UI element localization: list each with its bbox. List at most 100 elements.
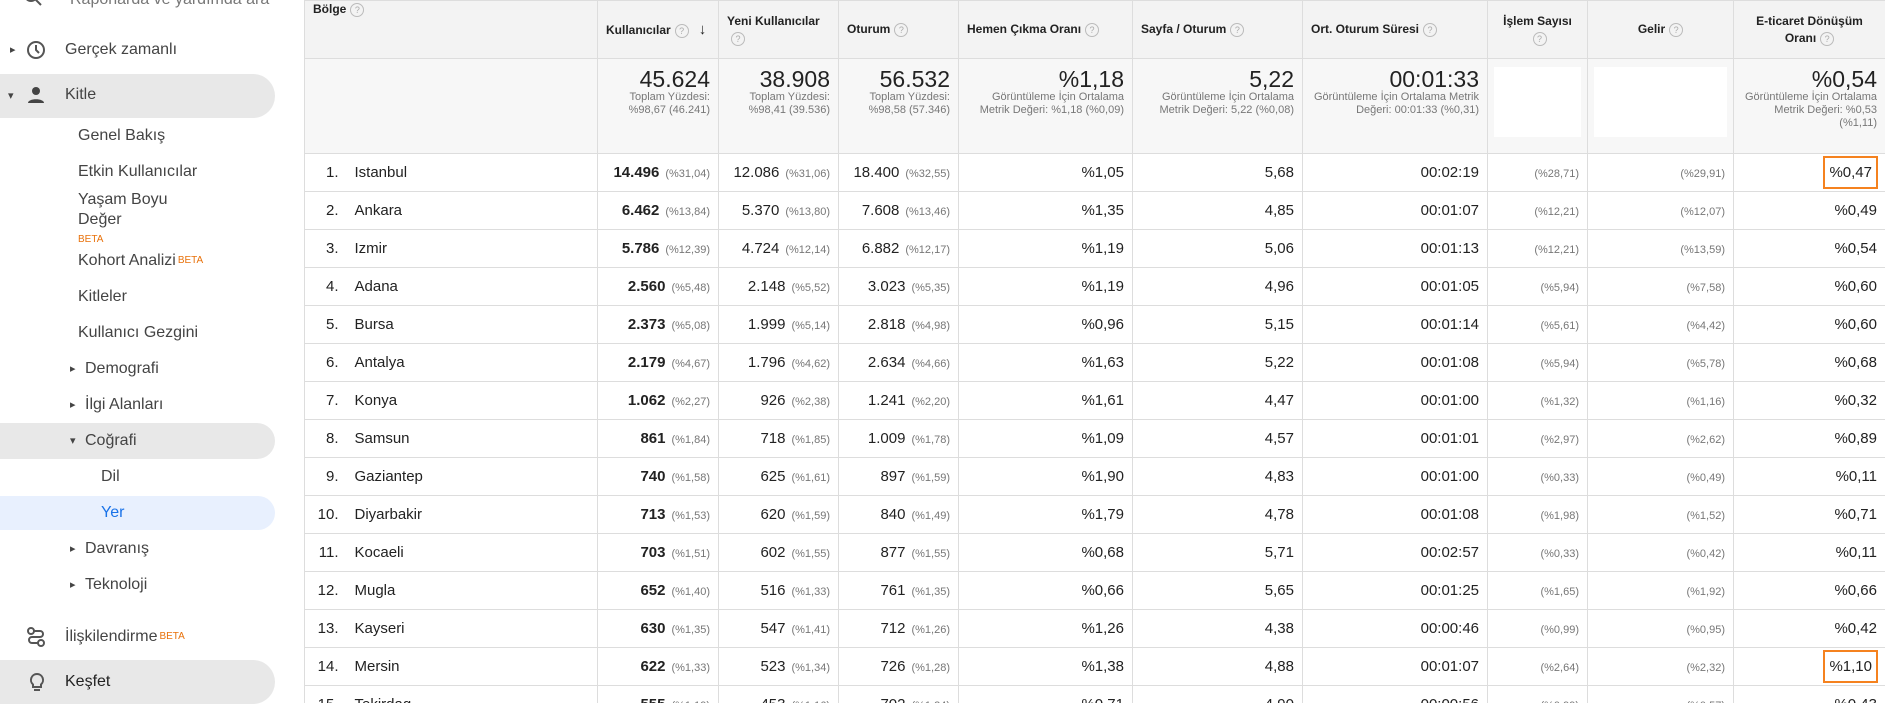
metric-cell: %1,05 xyxy=(959,154,1133,192)
city-cell[interactable]: Konya xyxy=(347,382,598,420)
metric-cell: (%1,98) xyxy=(1488,496,1588,534)
nav-item[interactable]: Yer xyxy=(101,503,124,523)
total-note: Görüntüleme İçin Ortalama Metrik Değeri:… xyxy=(1742,91,1877,130)
metric-value: 00:01:07 xyxy=(1421,202,1479,219)
metric-share: (%13,84) xyxy=(665,206,710,218)
nav-item[interactable]: Keşfet xyxy=(65,672,110,692)
metric-value: 718 xyxy=(760,430,785,447)
metric-value: 6.882 xyxy=(862,240,900,257)
column-header[interactable]: Ort. Oturum Süresi? xyxy=(1303,1,1488,59)
metric-cell: %0,60 xyxy=(1734,306,1885,344)
city-cell[interactable]: Mersin xyxy=(347,648,598,686)
metric-value: 555 xyxy=(640,696,665,703)
total-value: 38.908 xyxy=(727,67,830,91)
total-note: Görüntüleme İçin Ortalama Metrik Değeri:… xyxy=(1311,91,1479,117)
column-header[interactable]: Bölge? xyxy=(305,1,598,59)
metric-cell: 2.634(%4,66) xyxy=(839,344,959,382)
metric-value: 00:02:19 xyxy=(1421,164,1479,181)
city-cell[interactable]: Tekirdag xyxy=(347,686,598,704)
city-cell[interactable]: Bursa xyxy=(347,306,598,344)
city-cell[interactable]: Kocaeli xyxy=(347,534,598,572)
metric-cell: (%0,33) xyxy=(1488,458,1588,496)
metric-value: 861 xyxy=(640,430,665,447)
city-cell[interactable]: Izmir xyxy=(347,230,598,268)
column-header[interactable]: Hemen Çıkma Oranı? xyxy=(959,1,1133,59)
metric-value: %0,42 xyxy=(1834,620,1877,637)
metric-cell: (%2,97) xyxy=(1488,420,1588,458)
metric-value: 4,57 xyxy=(1265,430,1294,447)
nav-item[interactable]: Teknoloji xyxy=(85,575,147,595)
metric-cell: 4,85 xyxy=(1133,192,1303,230)
metric-value: 00:01:13 xyxy=(1421,240,1479,257)
metric-share: (%7,58) xyxy=(1686,282,1725,294)
city-cell[interactable]: Gaziantep xyxy=(347,458,598,496)
metric-share: (%12,14) xyxy=(785,244,830,256)
metric-cell: %0,43 xyxy=(1734,686,1885,704)
city-cell[interactable]: Antalya xyxy=(347,344,598,382)
nav-item[interactable]: Genel Bakış xyxy=(78,126,165,146)
metric-share: (%13,46) xyxy=(905,206,950,218)
metric-value: %0,66 xyxy=(1834,582,1877,599)
column-header[interactable]: Gelir? xyxy=(1588,1,1734,59)
nav-item[interactable]: Kullanıcı Gezgini xyxy=(78,323,198,343)
city-cell[interactable]: Diyarbakir xyxy=(347,496,598,534)
metric-value: 2.148 xyxy=(748,278,786,295)
city-cell[interactable]: Kayseri xyxy=(347,610,598,648)
column-header[interactable]: İşlem Sayısı? xyxy=(1488,1,1588,59)
column-header[interactable]: E-ticaret Dönüşüm Oranı? xyxy=(1734,1,1885,59)
city-name: Istanbul xyxy=(355,164,408,181)
metric-share: (%0,33) xyxy=(1540,548,1579,560)
metric-cell: (%0,95) xyxy=(1588,610,1734,648)
nav-item[interactable]: Gerçek zamanlı xyxy=(65,40,177,60)
nav-item[interactable]: Davranış xyxy=(85,539,149,559)
row-index: 15. xyxy=(305,686,347,704)
nav-item[interactable]: Coğrafi xyxy=(85,431,137,451)
nav-item[interactable]: Kitleler xyxy=(78,287,127,307)
nav-item[interactable]: İlgi Alanları xyxy=(85,395,163,415)
city-cell[interactable]: Ankara xyxy=(347,192,598,230)
city-name: Mersin xyxy=(355,658,400,675)
column-header[interactable]: Kullanıcılar?↓ xyxy=(598,1,719,59)
badge: BETA xyxy=(159,631,184,642)
row-index: 4. xyxy=(305,268,347,306)
row-index: 6. xyxy=(305,344,347,382)
metric-share: (%0,33) xyxy=(1540,472,1579,484)
nav-item[interactable]: Demografi xyxy=(85,359,159,379)
nav-item[interactable]: Kitle xyxy=(65,85,96,105)
metric-share: (%1,55) xyxy=(791,548,830,560)
metric-cell: 00:01:25 xyxy=(1303,572,1488,610)
metric-share: (%0,99) xyxy=(1540,624,1579,636)
metric-share: (%0,95) xyxy=(1686,624,1725,636)
nav-item[interactable]: Dil xyxy=(101,467,120,487)
metric-value: %1,35 xyxy=(1081,202,1124,219)
metric-value: 12.086 xyxy=(733,164,779,181)
metric-value: %0,71 xyxy=(1081,696,1124,703)
totals-cell xyxy=(1488,59,1588,154)
metric-share: (%2,62) xyxy=(1686,434,1725,446)
metric-cell: 00:01:08 xyxy=(1303,496,1488,534)
column-header[interactable]: Yeni Kullanıcılar? xyxy=(719,1,839,59)
city-name: Samsun xyxy=(355,430,410,447)
metric-cell: 4.724(%12,14) xyxy=(719,230,839,268)
nav-item[interactable]: Etkin Kullanıcılar xyxy=(78,162,197,182)
city-cell[interactable]: Samsun xyxy=(347,420,598,458)
city-cell[interactable]: Adana xyxy=(347,268,598,306)
caret: ▾ xyxy=(8,86,14,106)
city-cell[interactable]: Mugla xyxy=(347,572,598,610)
city-cell[interactable]: Istanbul xyxy=(347,154,598,192)
help-icon: ? xyxy=(1230,23,1244,37)
metric-cell: 877(%1,55) xyxy=(839,534,959,572)
column-header[interactable]: Sayfa / Oturum? xyxy=(1133,1,1303,59)
metric-value: 00:01:08 xyxy=(1421,354,1479,371)
metric-cell: %0,66 xyxy=(1734,572,1885,610)
city-name: Gaziantep xyxy=(355,468,423,485)
search[interactable]: Raporlarda ve yardımda ara xyxy=(70,0,269,10)
column-header[interactable]: Oturum? xyxy=(839,1,959,59)
metric-cell: 5,06 xyxy=(1133,230,1303,268)
metric-value: %0,47 xyxy=(1824,157,1877,188)
